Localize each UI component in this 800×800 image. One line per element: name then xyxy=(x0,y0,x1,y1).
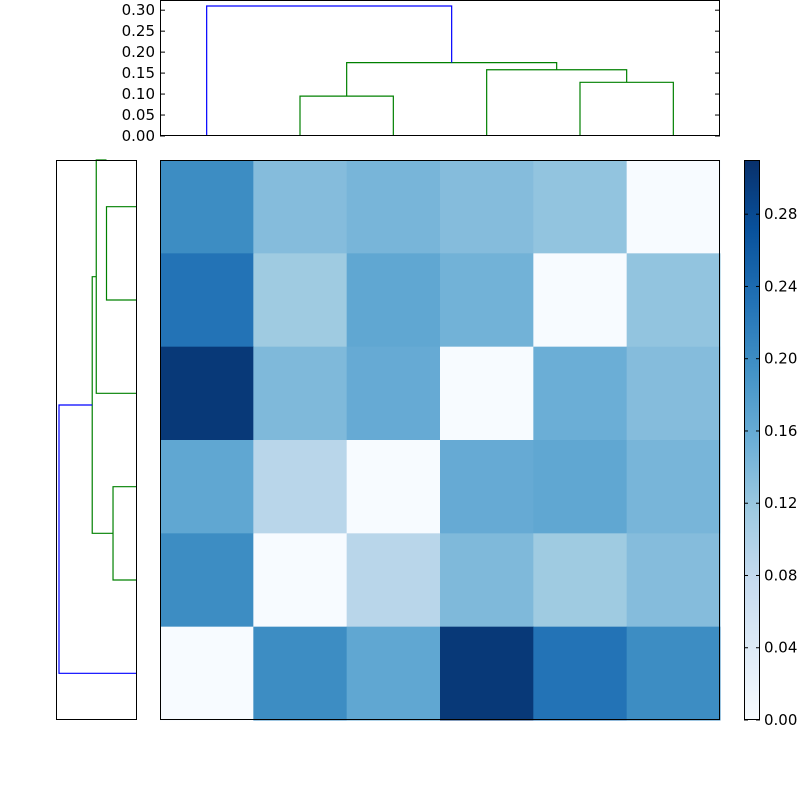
row-dendrogram-frame xyxy=(56,160,137,720)
heatmap-cell xyxy=(253,440,348,534)
colorbar-tick-label: 0.08 xyxy=(764,566,797,584)
heatmap-cell xyxy=(533,253,628,348)
heatmap-cell xyxy=(253,533,348,628)
row-dendrogram-link xyxy=(58,404,136,674)
column-dendrogram-link xyxy=(346,62,558,97)
heatmap-cell xyxy=(626,160,721,254)
heatmap-cell xyxy=(533,533,628,628)
colorbar-tick-label: 0.24 xyxy=(764,277,797,295)
heatmap-cell xyxy=(253,626,348,721)
heatmap-frame xyxy=(160,160,720,720)
heatmap-cell xyxy=(440,626,534,721)
heatmap-cell xyxy=(626,626,721,721)
heatmap-cell xyxy=(626,440,721,534)
heatmap-cell xyxy=(346,346,441,441)
heatmap-cell xyxy=(160,346,254,441)
column-dendrogram-link xyxy=(206,5,453,136)
row-dendrogram-link xyxy=(95,159,136,394)
row-dendrogram-link xyxy=(105,206,136,301)
heatmap-cell xyxy=(253,253,348,348)
heatmap-cell xyxy=(346,533,441,628)
colorbar-tick-label: 0.12 xyxy=(764,494,797,512)
colorbar-tick-label: 0.16 xyxy=(764,422,797,440)
heatmap-cells xyxy=(160,160,721,721)
heatmap-cell xyxy=(440,253,534,348)
heatmap-cell xyxy=(440,533,534,628)
column-dendrogram-tick-label: 0.10 xyxy=(122,85,155,103)
heatmap-colorbar: 0.00 0.04 0.08 0.12 0.16 0.20 0.24 0.28 xyxy=(744,160,797,729)
heatmap-cell xyxy=(440,160,534,254)
heatmap-cell xyxy=(533,626,628,721)
column-dendrogram-link xyxy=(579,81,674,136)
column-dendrogram: 0.00 0.05 0.10 0.15 0.20 0.25 0.30 xyxy=(122,0,720,145)
heatmap-cell xyxy=(346,440,441,534)
heatmap-cell xyxy=(160,440,254,534)
colorbar-tick-label: 0.20 xyxy=(764,350,797,368)
heatmap-cell xyxy=(346,160,441,254)
heatmap-cell xyxy=(626,346,721,441)
heatmap-cell xyxy=(160,160,254,254)
colorbar-tick-label: 0.28 xyxy=(764,205,797,223)
colorbar-frame xyxy=(744,160,760,720)
column-dendrogram-links xyxy=(206,5,674,136)
heatmap-cell xyxy=(533,160,628,254)
heatmap-cell xyxy=(160,253,254,348)
row-dendrogram-link xyxy=(112,486,136,581)
column-dendrogram-link xyxy=(486,69,628,136)
column-dendrogram-tick-label: 0.15 xyxy=(122,64,155,82)
column-dendrogram-link xyxy=(299,95,394,136)
column-dendrogram-tick-label: 0.25 xyxy=(122,22,155,40)
heatmap-cell xyxy=(440,346,534,441)
heatmap-cell xyxy=(626,533,721,628)
colorbar-gradient xyxy=(744,160,760,720)
heatmap-cell xyxy=(346,626,441,721)
heatmap-cell xyxy=(626,253,721,348)
heatmap-cell xyxy=(160,626,254,721)
heatmap-cell xyxy=(533,440,628,534)
heatmap-cell xyxy=(346,253,441,348)
column-dendrogram-frame xyxy=(160,0,720,136)
colorbar-tick-label: 0.00 xyxy=(764,711,797,729)
heatmap-cell xyxy=(533,346,628,441)
distance-heatmap xyxy=(160,160,721,721)
column-dendrogram-y-axis: 0.00 0.05 0.10 0.15 0.20 0.25 0.30 xyxy=(122,1,720,145)
colorbar-tick-label: 0.04 xyxy=(764,639,797,657)
row-dendrogram-links xyxy=(58,159,136,674)
row-dendrogram xyxy=(56,159,137,720)
colorbar-ticks: 0.00 0.04 0.08 0.12 0.16 0.20 0.24 0.28 xyxy=(744,205,797,729)
column-dendrogram-tick-label: 0.20 xyxy=(122,43,155,61)
column-dendrogram-tick-label: 0.30 xyxy=(122,1,155,19)
column-dendrogram-tick-label: 0.00 xyxy=(122,127,155,145)
heatmap-cell xyxy=(440,440,534,534)
heatmap-cell xyxy=(253,346,348,441)
heatmap-cell xyxy=(160,533,254,628)
column-dendrogram-tick-label: 0.05 xyxy=(122,106,155,124)
heatmap-cell xyxy=(253,160,348,254)
row-dendrogram-link xyxy=(91,276,114,534)
